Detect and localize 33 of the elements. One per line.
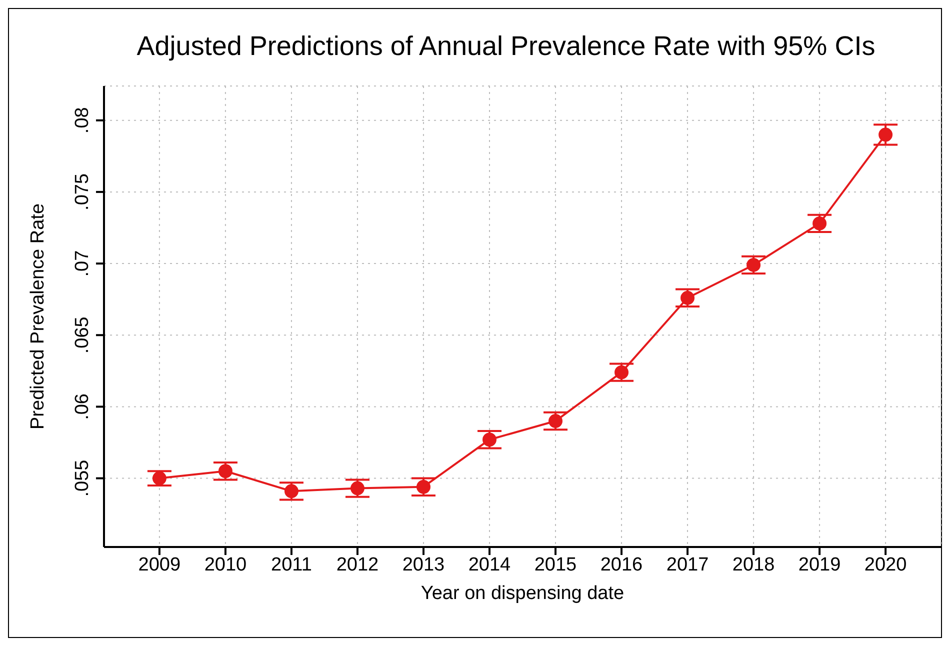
x-tick-label: 2011 bbox=[271, 554, 312, 576]
point bbox=[878, 128, 893, 142]
x-tick-label: 2010 bbox=[204, 554, 247, 576]
x-tick-label: 2014 bbox=[468, 554, 512, 576]
y-tick-label: .08 bbox=[72, 107, 93, 134]
point bbox=[746, 258, 761, 272]
point bbox=[152, 471, 166, 486]
chart-title: Adjusted Predictions of Annual Prevalence Rate with 95% CIs bbox=[136, 31, 876, 62]
y-tick-label: .065 bbox=[72, 316, 93, 354]
point bbox=[812, 216, 827, 230]
x-axis-title: Year on dispensing date bbox=[420, 583, 624, 604]
y-tick-label: .07 bbox=[72, 250, 93, 277]
x-tick-label: 2015 bbox=[534, 554, 577, 576]
y-axis-title: Predicted Prevalence Rate bbox=[28, 203, 49, 430]
x-tick-label: 2020 bbox=[864, 554, 907, 576]
y-tick-label: .075 bbox=[72, 173, 93, 210]
x-tick-label: 2016 bbox=[600, 554, 643, 576]
point bbox=[614, 365, 629, 380]
y-tick-label: .06 bbox=[72, 393, 93, 420]
x-tick-label: 2012 bbox=[336, 554, 379, 576]
x-tick-label: 2019 bbox=[798, 554, 841, 576]
point bbox=[218, 464, 232, 478]
point bbox=[416, 480, 430, 494]
x-tick-label: 2013 bbox=[402, 554, 445, 576]
x-tick-label: 2017 bbox=[666, 554, 709, 576]
point bbox=[482, 432, 496, 447]
point bbox=[284, 484, 298, 498]
point bbox=[548, 414, 563, 428]
x-tick-label: 2009 bbox=[138, 554, 181, 576]
y-tick-label: .055 bbox=[72, 460, 93, 497]
x-tick-label: 2018 bbox=[732, 554, 775, 576]
point bbox=[350, 481, 364, 496]
point bbox=[680, 290, 695, 305]
